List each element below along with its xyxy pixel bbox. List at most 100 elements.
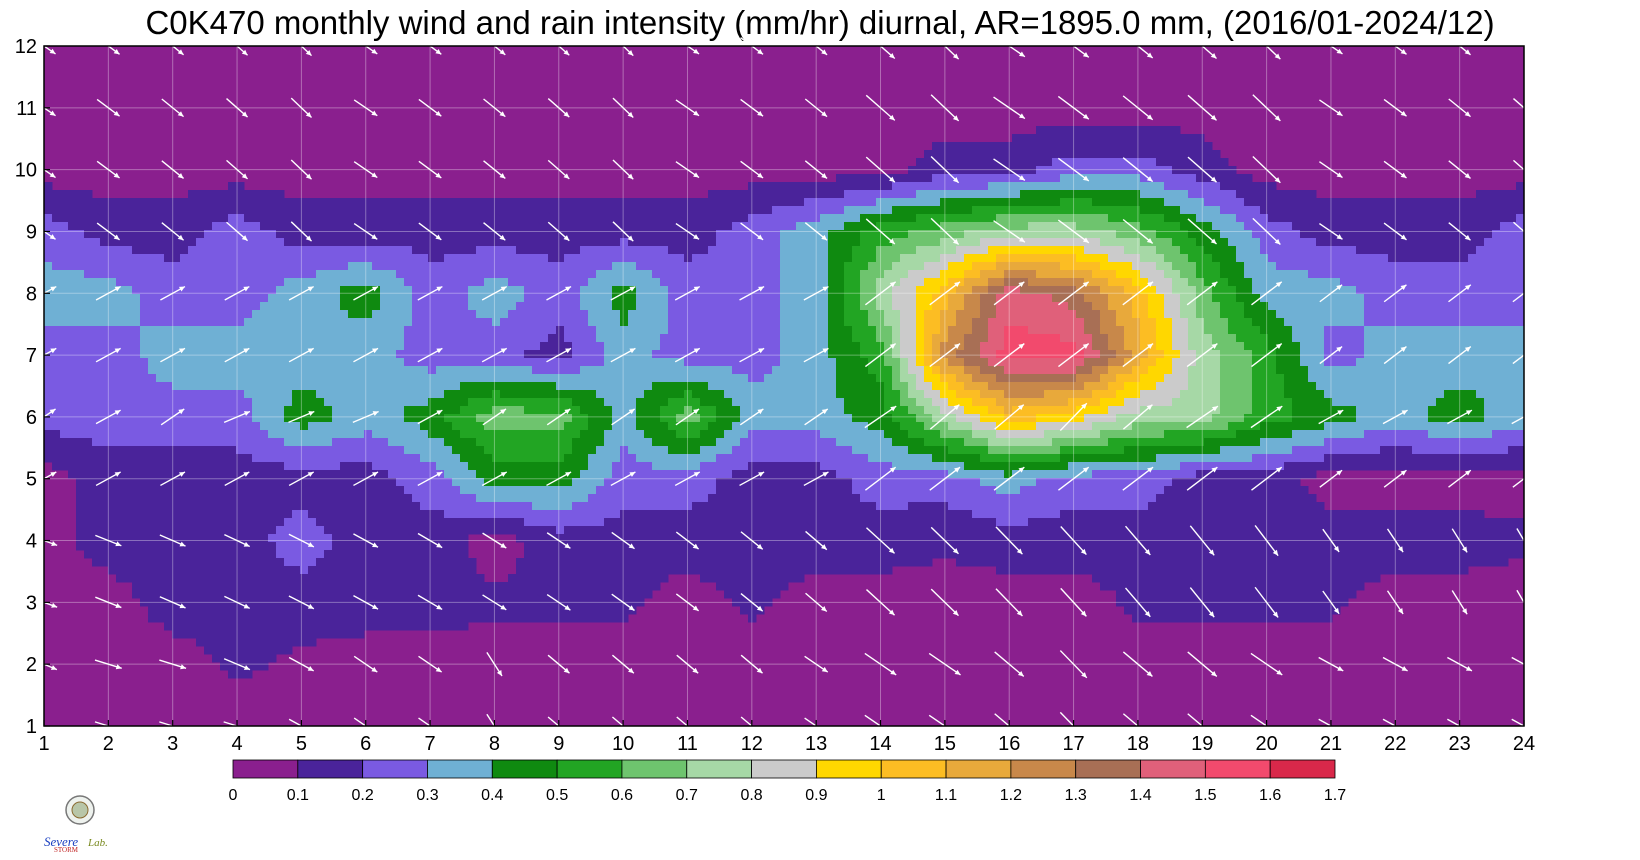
contour-cell — [948, 214, 957, 223]
contour-cell — [1244, 254, 1253, 263]
contour-cell — [452, 198, 461, 207]
contour-cell — [756, 182, 765, 191]
contour-cell — [900, 310, 909, 319]
contour-cell — [772, 358, 781, 367]
contour-cell — [292, 342, 301, 351]
contour-cell — [1436, 214, 1445, 223]
contour-cell — [252, 294, 261, 303]
contour-cell — [868, 334, 877, 343]
contour-cell — [1388, 358, 1397, 367]
contour-cell — [956, 390, 965, 399]
contour-cell — [356, 222, 365, 231]
contour-cell — [604, 246, 613, 255]
contour-cell — [132, 222, 141, 231]
contour-cell — [260, 198, 269, 207]
contour-cell — [492, 326, 501, 335]
contour-cell — [1156, 358, 1165, 367]
contour-cell — [1204, 382, 1213, 391]
contour-cell — [548, 310, 557, 319]
contour-cell — [924, 382, 933, 391]
contour-cell — [1476, 318, 1485, 327]
contour-cell — [580, 318, 589, 327]
contour-cell — [1148, 150, 1157, 159]
contour-cell — [860, 366, 869, 375]
contour-cell — [164, 390, 173, 399]
contour-cell — [660, 230, 669, 239]
contour-cell — [988, 326, 997, 335]
contour-cell — [772, 286, 781, 295]
contour-cell — [508, 262, 517, 271]
contour-cell — [748, 246, 757, 255]
contour-cell — [60, 270, 69, 279]
contour-cell — [364, 206, 373, 215]
contour-cell — [324, 262, 333, 271]
contour-cell — [692, 302, 701, 311]
contour-cell — [244, 190, 253, 199]
contour-cell — [1044, 158, 1053, 167]
contour-cell — [1156, 350, 1165, 359]
contour-cell — [828, 278, 837, 287]
contour-cell — [852, 294, 861, 303]
contour-cell — [1036, 142, 1045, 151]
contour-cell — [1052, 198, 1061, 207]
contour-cell — [828, 222, 837, 231]
contour-cell — [172, 382, 181, 391]
contour-cell — [332, 342, 341, 351]
contour-cell — [1004, 350, 1013, 359]
contour-cell — [700, 230, 709, 239]
contour-cell — [860, 174, 869, 183]
contour-cell — [1164, 198, 1173, 207]
contour-cell — [860, 350, 869, 359]
contour-cell — [812, 270, 821, 279]
contour-cell — [1476, 230, 1485, 239]
contour-cell — [1228, 206, 1237, 215]
contour-cell — [932, 302, 941, 311]
contour-cell — [396, 310, 405, 319]
contour-cell — [740, 294, 749, 303]
contour-cell — [420, 358, 429, 367]
contour-cell — [924, 158, 933, 167]
contour-cell — [524, 374, 533, 383]
contour-cell — [1404, 262, 1413, 271]
contour-cell — [860, 262, 869, 271]
contour-cell — [204, 366, 213, 375]
contour-cell — [756, 230, 765, 239]
contour-cell — [492, 358, 501, 367]
contour-cell — [924, 254, 933, 263]
contour-cell — [908, 342, 917, 351]
contour-cell — [260, 310, 269, 319]
contour-cell — [804, 238, 813, 247]
contour-cell — [1028, 182, 1037, 191]
contour-cell — [996, 374, 1005, 383]
contour-cell — [1196, 190, 1205, 199]
contour-cell — [644, 206, 653, 215]
contour-cell — [1516, 278, 1525, 287]
contour-cell — [68, 230, 77, 239]
contour-cell — [1044, 382, 1053, 391]
contour-cell — [1100, 182, 1109, 191]
contour-cell — [772, 294, 781, 303]
contour-cell — [660, 342, 669, 351]
contour-cell — [772, 262, 781, 271]
contour-cell — [1220, 262, 1229, 271]
contour-cell — [108, 254, 117, 263]
contour-cell — [772, 246, 781, 255]
contour-cell — [1116, 294, 1125, 303]
contour-cell — [932, 238, 941, 247]
contour-cell — [1124, 198, 1133, 207]
contour-cell — [956, 206, 965, 215]
contour-cell — [1140, 318, 1149, 327]
contour-cell — [1196, 262, 1205, 271]
contour-cell — [932, 382, 941, 391]
contour-cell — [1108, 262, 1117, 271]
contour-cell — [548, 350, 557, 359]
contour-cell — [836, 278, 845, 287]
contour-cell — [468, 262, 477, 271]
contour-cell — [372, 318, 381, 327]
contour-cell — [1180, 246, 1189, 255]
contour-cell — [380, 382, 389, 391]
contour-cell — [1236, 222, 1245, 231]
contour-cell — [236, 246, 245, 255]
contour-cell — [1276, 230, 1285, 239]
contour-cell — [564, 246, 573, 255]
